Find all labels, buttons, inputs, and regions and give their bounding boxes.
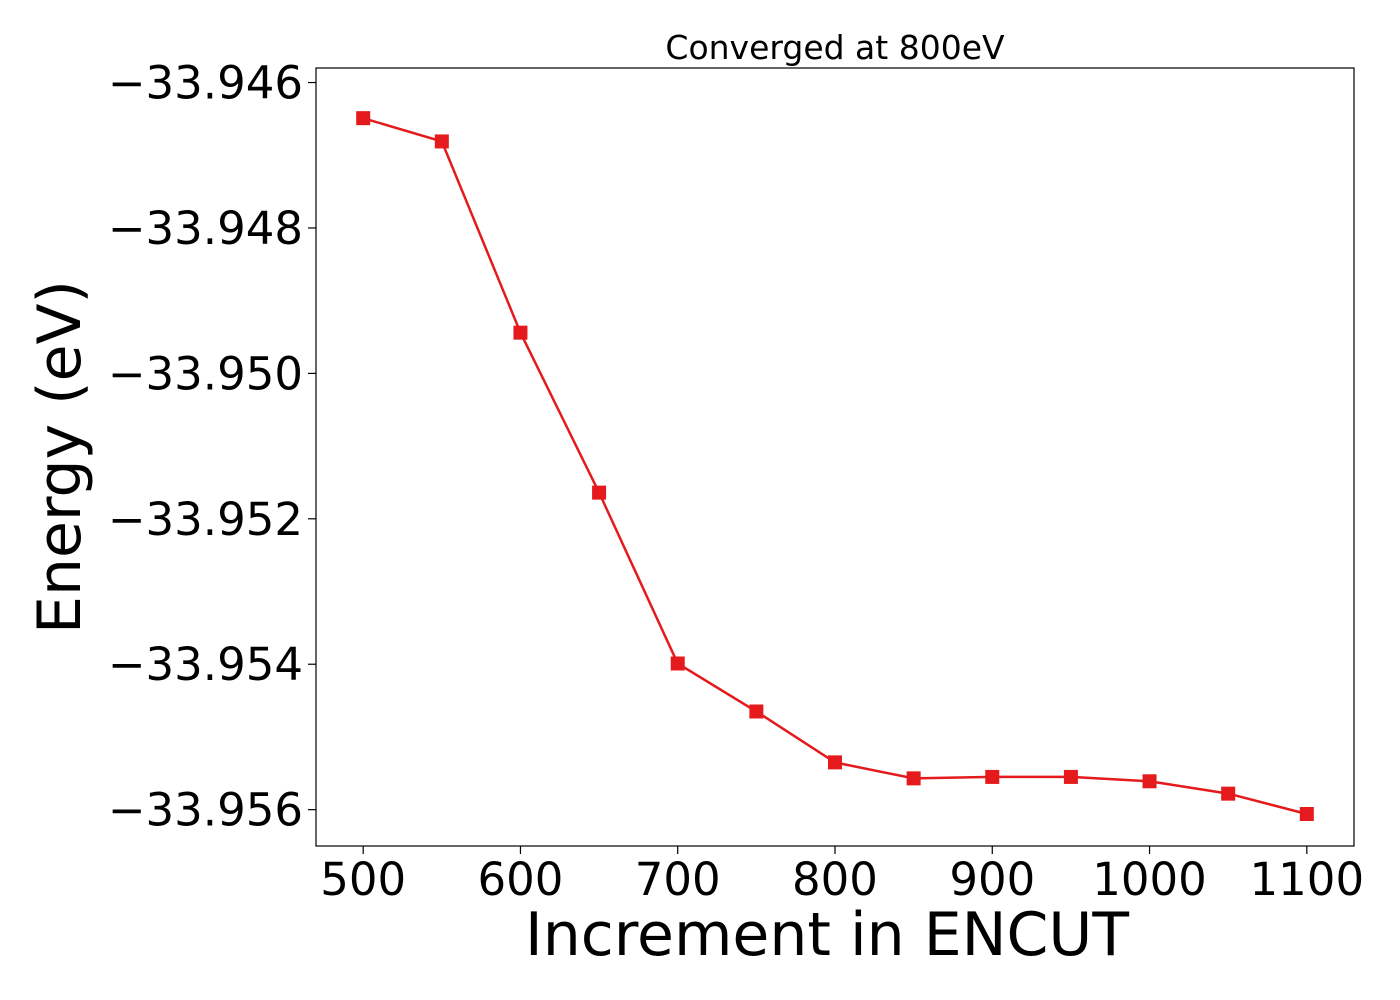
data-point — [513, 325, 528, 340]
data-point — [828, 755, 842, 770]
plot-area-frame — [315, 67, 1355, 847]
x-tick-label: 1100 — [1250, 853, 1365, 906]
y-tick-label: −33.950 — [108, 347, 303, 400]
x-tick-label: 700 — [635, 853, 721, 906]
data-series — [356, 111, 1314, 822]
x-tick-label: 1000 — [1092, 853, 1207, 906]
data-point — [906, 771, 921, 786]
data-point — [1299, 807, 1314, 822]
y-tick-label: −33.954 — [108, 638, 303, 691]
chart-title: Converged at 800eV — [665, 28, 1005, 67]
y-tick-label: −33.956 — [108, 784, 303, 837]
data-point — [749, 704, 764, 719]
x-tick-label: 600 — [478, 853, 564, 906]
series-line — [362, 117, 1308, 816]
x-axis: 500 600 700 800 900 1000 1100 — [320, 846, 1364, 906]
x-tick-label: 800 — [792, 853, 878, 906]
data-point — [592, 485, 607, 500]
data-point — [356, 111, 371, 126]
y-axis: −33.946 −33.948 −33.950 −33.952 −33.954 −33.9… — [108, 57, 316, 837]
y-axis-label: Energy (eV) — [25, 280, 95, 634]
data-point — [434, 134, 449, 149]
x-tick-label: 900 — [949, 853, 1035, 906]
data-point — [985, 769, 1000, 784]
data-point — [670, 656, 685, 671]
y-tick-label: −33.948 — [108, 202, 303, 255]
data-point — [1221, 786, 1236, 801]
y-tick-label: −33.946 — [108, 57, 303, 110]
x-tick-label: 500 — [320, 853, 406, 906]
data-point — [1063, 769, 1078, 784]
y-tick-label: −33.952 — [108, 493, 303, 546]
data-point — [1142, 774, 1157, 789]
x-axis-label: Increment in ENCUT — [525, 900, 1129, 970]
